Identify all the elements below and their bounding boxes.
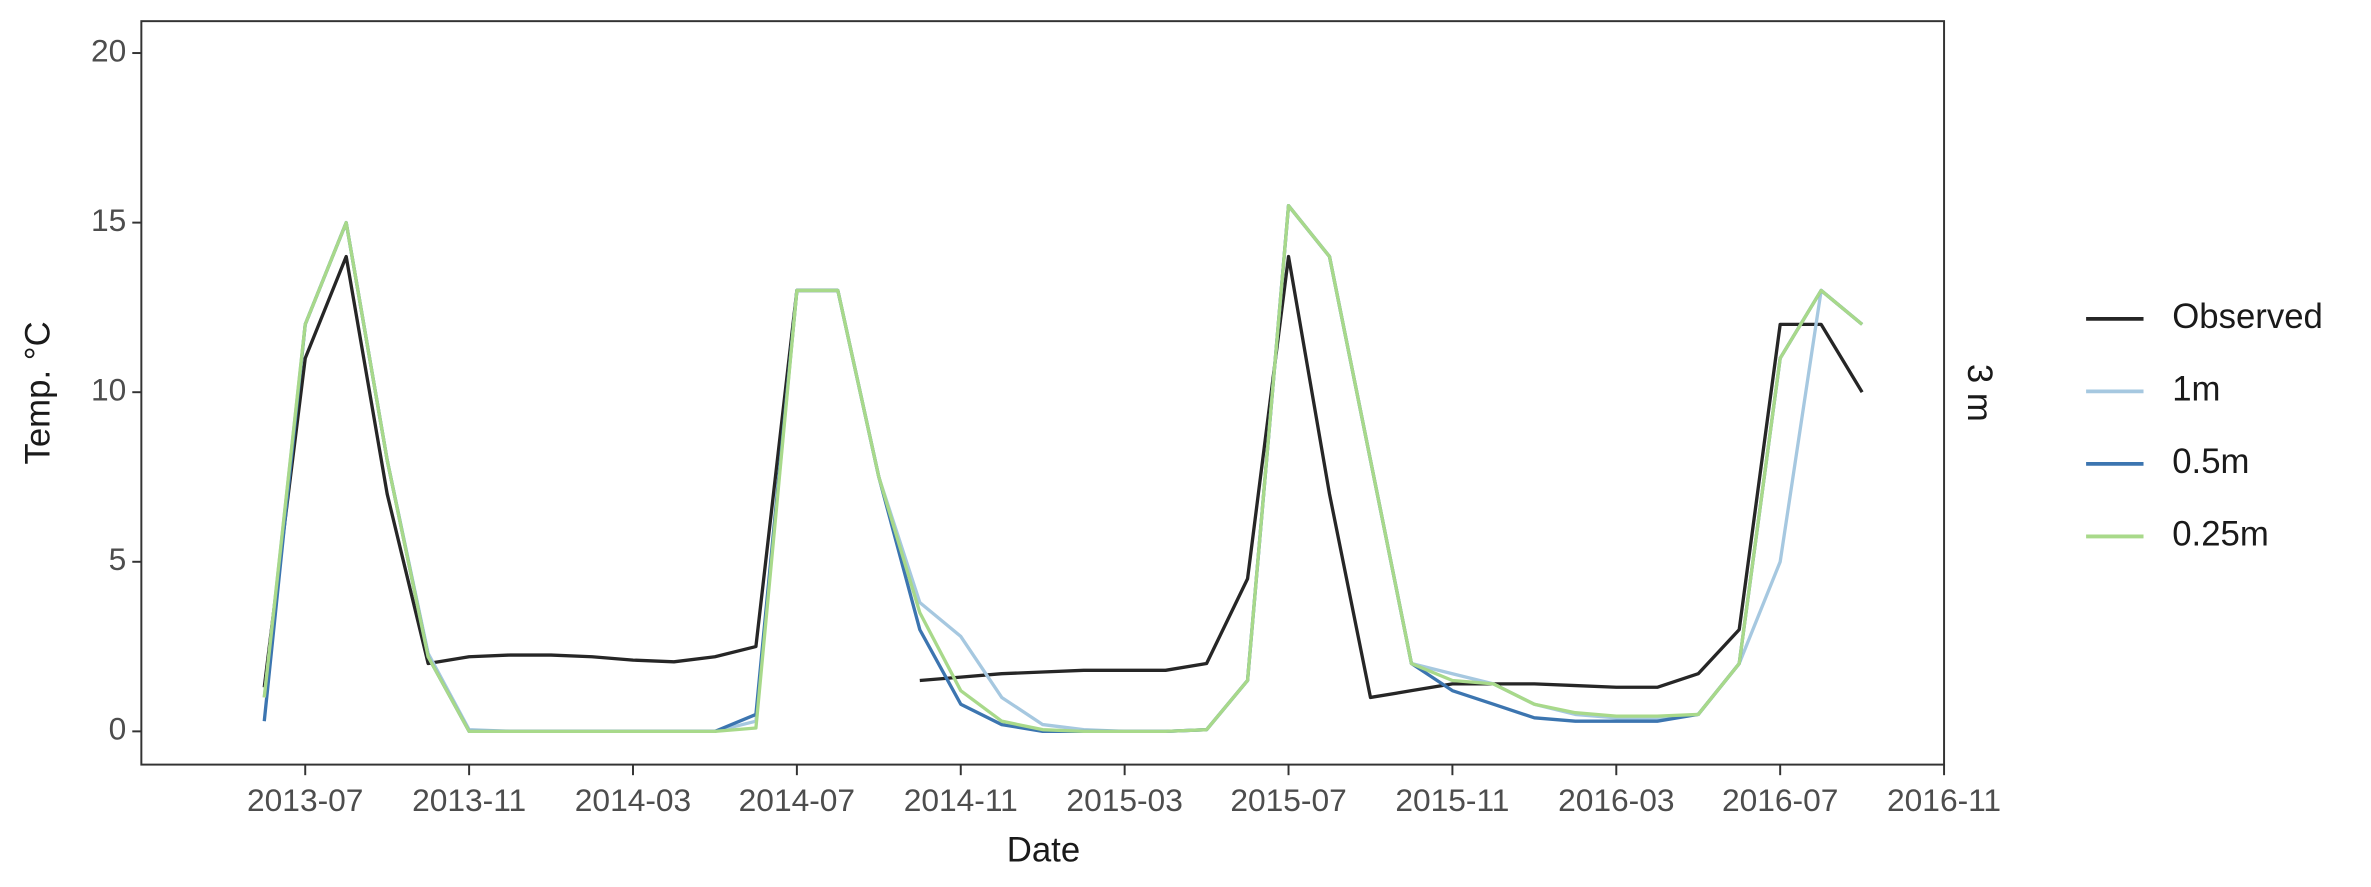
x-tick-label: 2014-07 <box>739 782 855 818</box>
legend-label: 1m <box>2172 371 2220 409</box>
y-tick-label: 20 <box>91 32 126 68</box>
panel-label: 3 m <box>1960 364 1998 422</box>
x-tick-label: 2016-03 <box>1558 782 1674 818</box>
y-tick-label: 0 <box>109 711 127 747</box>
plot-frame <box>140 20 1946 766</box>
y-tick-label: 10 <box>91 372 126 408</box>
x-tick-label: 2013-11 <box>412 782 526 818</box>
y-tick-label: 15 <box>91 202 126 238</box>
x-tick-label: 2015-03 <box>1066 782 1182 818</box>
x-tick-label: 2015-07 <box>1230 782 1346 818</box>
x-axis-title: Date <box>1007 831 1080 869</box>
legend-label: 0.25m <box>2172 516 2269 554</box>
x-tick-label: 2016-07 <box>1722 782 1838 818</box>
x-tick-label: 2014-11 <box>904 782 1018 818</box>
series-line <box>262 254 838 688</box>
series-line <box>919 254 1864 700</box>
x-tick-label: 2016-11 <box>1887 782 2001 818</box>
y-axis-title: Temp. °C <box>19 321 57 464</box>
x-tick-label: 2013-07 <box>247 782 363 818</box>
x-tick-label: 2014-03 <box>575 782 691 818</box>
x-tick-label: 2015-11 <box>1395 782 1509 818</box>
series-line <box>262 203 1864 734</box>
legend-label: Observed <box>2172 298 2323 336</box>
y-tick-label: 5 <box>109 541 127 577</box>
legend-label: 0.5m <box>2172 443 2249 481</box>
